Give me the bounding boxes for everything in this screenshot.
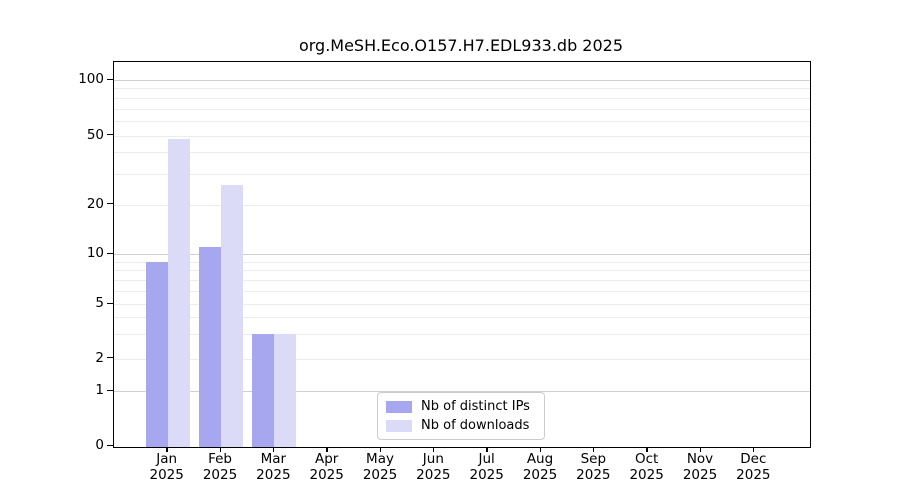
plot-area: [113, 61, 811, 448]
month-label: Sep: [580, 451, 607, 467]
x-tick-mark: [539, 447, 541, 452]
x-tick-label-jan: Jan 2025: [139, 451, 195, 483]
x-tick-label-sep: Sep 2025: [565, 451, 621, 483]
bar-downloads-mar: [274, 334, 297, 447]
x-tick-mark: [272, 447, 275, 452]
year-label: 2025: [149, 466, 184, 483]
gridline-minor: [114, 317, 810, 319]
gridline-minor: [114, 135, 810, 137]
x-tick-mark: [432, 447, 435, 452]
gridline-major: [114, 254, 810, 255]
y-tick-mark: [107, 134, 113, 136]
legend-row: Nb of distinct IPs: [386, 399, 536, 414]
x-tick-mark: [592, 447, 595, 452]
x-tick-mark: [326, 447, 328, 452]
year-label: 2025: [416, 466, 451, 483]
gridline-minor: [114, 279, 810, 281]
bar-distinct-ips-feb: [199, 247, 222, 447]
year-label: 2025: [309, 466, 344, 483]
bar-distinct-ips-jan: [145, 261, 168, 447]
month-label: Jun: [422, 451, 444, 467]
month-label: Nov: [686, 451, 714, 467]
gridline-minor: [114, 88, 810, 90]
y-tick-label: 10: [86, 245, 104, 261]
x-tick-mark: [646, 447, 648, 452]
y-tick-label: 2: [95, 349, 104, 366]
bar-downloads-feb: [221, 184, 244, 447]
y-tick-label: 0: [95, 437, 104, 453]
y-tick-label: 100: [78, 71, 104, 87]
x-tick-label-apr: Apr 2025: [299, 451, 355, 483]
x-tick-label-jul: Jul 2025: [459, 451, 515, 483]
year-label: 2025: [629, 466, 664, 483]
year-label: 2025: [202, 466, 238, 483]
legend: Nb of distinct IPs Nb of downloads: [377, 392, 545, 440]
x-tick-mark: [379, 447, 381, 452]
month-label: Jul: [478, 451, 495, 467]
month-label: May: [366, 451, 394, 467]
gridline-minor: [114, 304, 810, 305]
y-tick-label: 20: [86, 195, 104, 212]
legend-swatch-downloads: [386, 419, 412, 432]
bar-distinct-ips-mar: [252, 334, 275, 447]
year-label: 2025: [362, 466, 398, 483]
legend-swatch-distinct-ips: [386, 400, 412, 413]
year-label: 2025: [682, 466, 718, 483]
legend-label-distinct-ips: Nb of distinct IPs: [421, 399, 530, 414]
gridline-minor: [114, 334, 810, 336]
x-tick-mark: [219, 447, 221, 452]
y-tick-mark: [107, 252, 113, 254]
gridline-minor: [114, 173, 810, 175]
gridline-minor: [114, 97, 810, 99]
month-label: Oct: [634, 451, 659, 467]
x-tick-mark: [699, 447, 701, 452]
x-tick-label-feb: Feb 2025: [192, 451, 248, 483]
legend-label-downloads: Nb of downloads: [421, 418, 530, 433]
gridline-minor: [114, 270, 810, 272]
gridline-minor: [114, 290, 810, 292]
y-tick-label: 1: [95, 382, 104, 398]
x-tick-label-jun: Jun 2025: [405, 451, 461, 483]
gridline-major: [114, 80, 810, 81]
y-tick-mark: [107, 357, 113, 359]
x-tick-label-dec: Dec 2025: [725, 451, 781, 483]
gridline-major: [114, 391, 810, 392]
gridline-minor: [114, 261, 810, 263]
x-tick-label-nov: Nov 2025: [672, 451, 728, 483]
year-label: 2025: [256, 466, 291, 483]
month-label: Dec: [740, 451, 767, 467]
gridline-minor: [114, 108, 810, 110]
chart-title: org.MeSH.Eco.O157.H7.EDL933.db 2025: [298, 36, 624, 55]
year-label: 2025: [469, 466, 504, 483]
y-tick-mark: [107, 389, 113, 391]
bar-downloads-jan: [167, 138, 190, 447]
y-tick-mark: [107, 78, 113, 80]
x-tick-mark: [752, 447, 755, 452]
x-tick-label-mar: Mar 2025: [245, 451, 301, 483]
y-tick-mark: [107, 203, 113, 205]
gridline-minor: [114, 204, 810, 206]
gridline-minor: [114, 358, 810, 360]
y-tick-label: 5: [95, 295, 104, 311]
y-tick-mark: [107, 444, 113, 446]
gridline-minor: [114, 120, 810, 122]
month-label: Jan: [156, 451, 178, 467]
legend-row: Nb of downloads: [386, 418, 536, 433]
x-tick-mark: [486, 447, 488, 452]
year-label: 2025: [522, 466, 558, 483]
month-label: Aug: [526, 451, 554, 467]
x-tick-label-aug: Aug 2025: [512, 451, 568, 483]
x-tick-label-may: May 2025: [352, 451, 408, 483]
month-label: Feb: [208, 451, 232, 467]
y-tick-mark: [107, 302, 113, 304]
x-tick-label-oct: Oct 2025: [619, 451, 675, 483]
y-tick-label: 50: [86, 126, 104, 143]
gridline-minor: [114, 152, 810, 154]
x-tick-mark: [166, 447, 168, 452]
month-label: Apr: [315, 451, 339, 467]
month-label: Mar: [260, 451, 287, 467]
year-label: 2025: [736, 466, 771, 483]
year-label: 2025: [576, 466, 611, 483]
